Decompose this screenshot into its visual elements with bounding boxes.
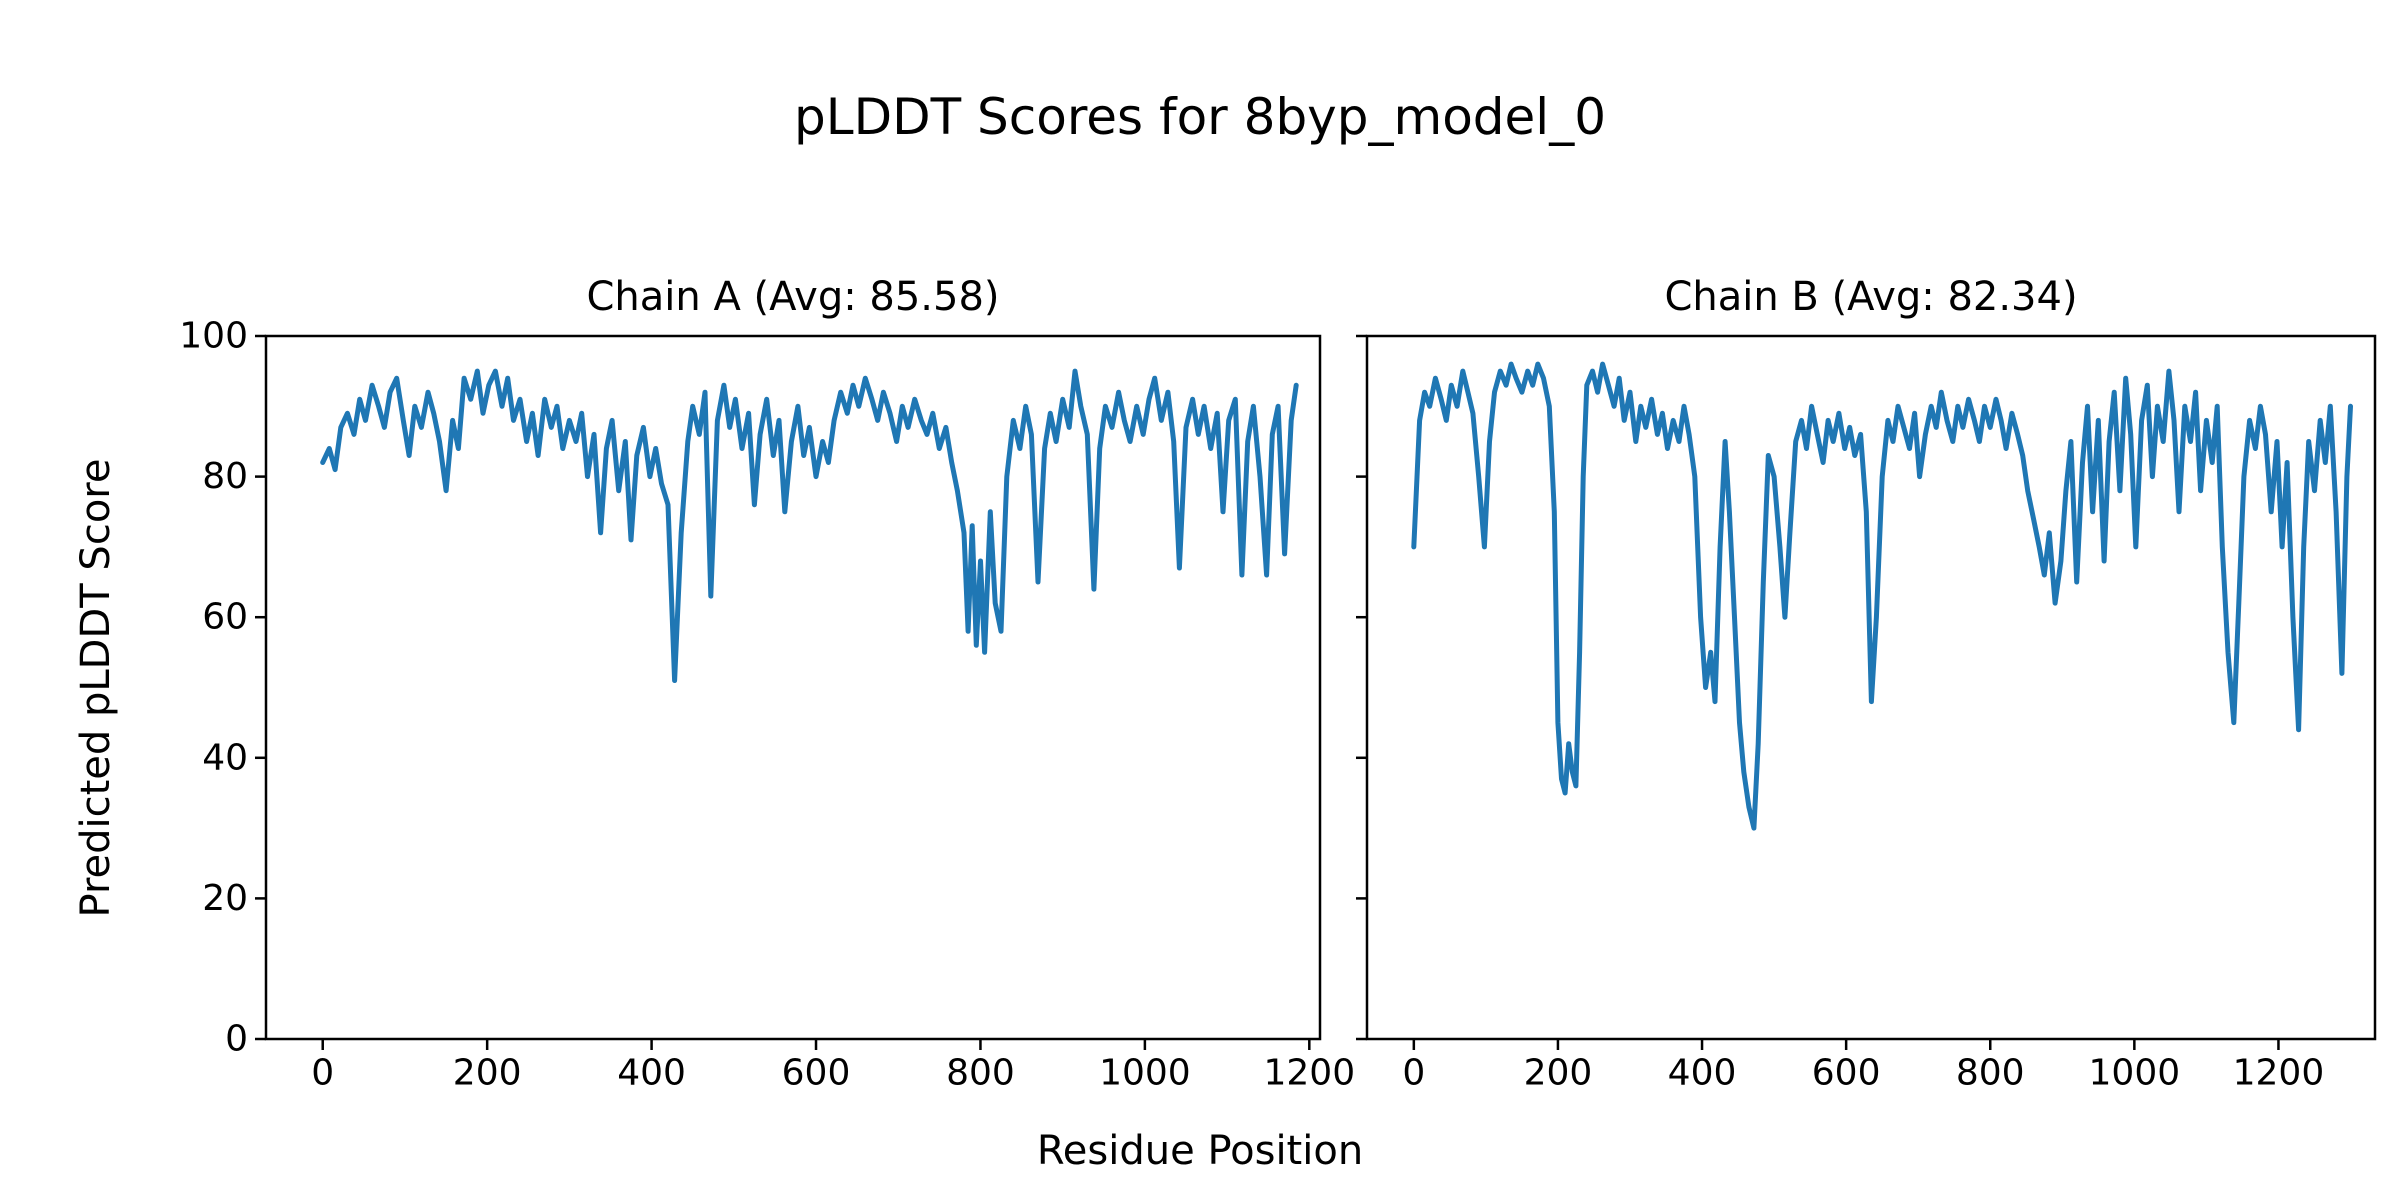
- x-tick-label: 1200: [1263, 1053, 1355, 1094]
- y-tick-label: 20: [202, 878, 248, 919]
- x-tick-label: 200: [1524, 1053, 1593, 1094]
- x-tick-label: 600: [782, 1053, 851, 1094]
- figure-title: pLDDT Scores for 8byp_model_0: [793, 88, 1607, 146]
- chain-a-line: [320, 368, 1299, 683]
- chain-a-axes: 0 200 400 600 800 1000 1200 0 20 40 60 80 100: [179, 316, 1355, 1094]
- x-tick-label: 800: [1956, 1053, 2025, 1094]
- subplot-title-chain-a: Chain A (Avg: 85.58): [586, 274, 1000, 320]
- x-tick-label: 600: [1812, 1053, 1881, 1094]
- y-tick-label: 0: [225, 1019, 248, 1060]
- x-tick-label: 1000: [1099, 1053, 1191, 1094]
- y-tick-label: 60: [202, 597, 248, 638]
- axes-border: [264, 334, 1322, 1041]
- x-tick-label: 800: [946, 1053, 1015, 1094]
- y-tick-label: 100: [179, 316, 248, 357]
- subplot-title-chain-b: Chain B (Avg: 82.34): [1664, 274, 2078, 320]
- x-tick-label: 1200: [2233, 1053, 2325, 1094]
- y-tick-label: 40: [202, 737, 248, 778]
- chain-b-line: [1411, 361, 2353, 831]
- x-axis-label: Residue Position: [1036, 1128, 1364, 1174]
- x-tick-label: 400: [1668, 1053, 1737, 1094]
- axes-border: [1365, 334, 2377, 1041]
- x-tick-label: 0: [311, 1053, 334, 1094]
- x-tick-label: 400: [617, 1053, 686, 1094]
- chain-b-axes: 0 200 400 600 800 1000 1200: [1356, 334, 2377, 1094]
- x-tick-label: 1000: [2089, 1053, 2181, 1094]
- x-tick-label: 0: [1402, 1053, 1425, 1094]
- y-tick-label: 80: [202, 456, 248, 497]
- x-tick-label: 200: [453, 1053, 522, 1094]
